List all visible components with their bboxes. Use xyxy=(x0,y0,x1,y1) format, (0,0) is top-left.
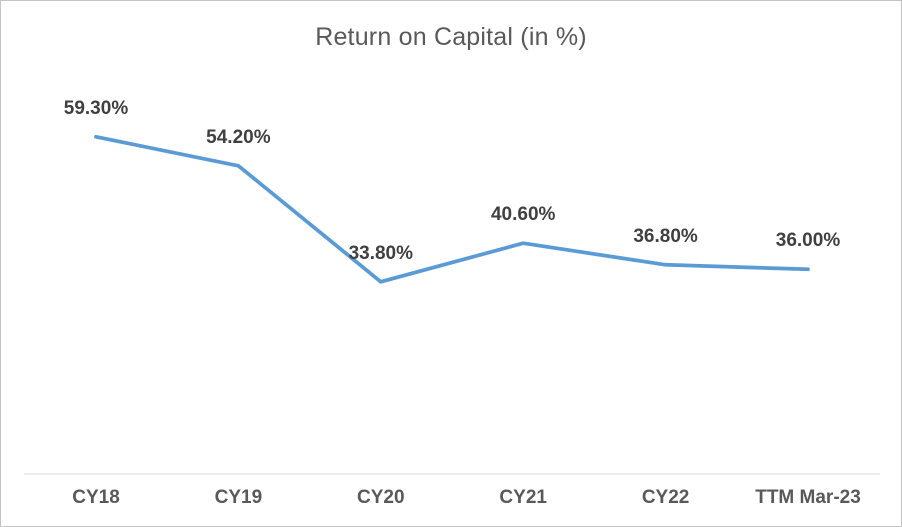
x-axis-tick-label: CY19 xyxy=(214,487,263,508)
x-axis-tick-label: TTM Mar-23 xyxy=(755,487,861,508)
chart-title: Return on Capital (in %) xyxy=(315,23,587,51)
data-label: 59.30% xyxy=(63,97,129,119)
x-axis-tick-label: CY18 xyxy=(72,487,120,508)
data-label: 36.80% xyxy=(633,225,698,247)
x-axis-tick-label: CY22 xyxy=(641,487,690,508)
data-series-line xyxy=(94,134,810,284)
data-label: 33.80% xyxy=(348,242,414,264)
x-axis-tick-label: CY20 xyxy=(357,487,405,508)
data-label: 54.20% xyxy=(206,126,271,148)
data-label: 40.60% xyxy=(490,204,556,226)
x-axis-tick-label: CY21 xyxy=(499,487,547,508)
data-label: 36.00% xyxy=(775,230,841,252)
